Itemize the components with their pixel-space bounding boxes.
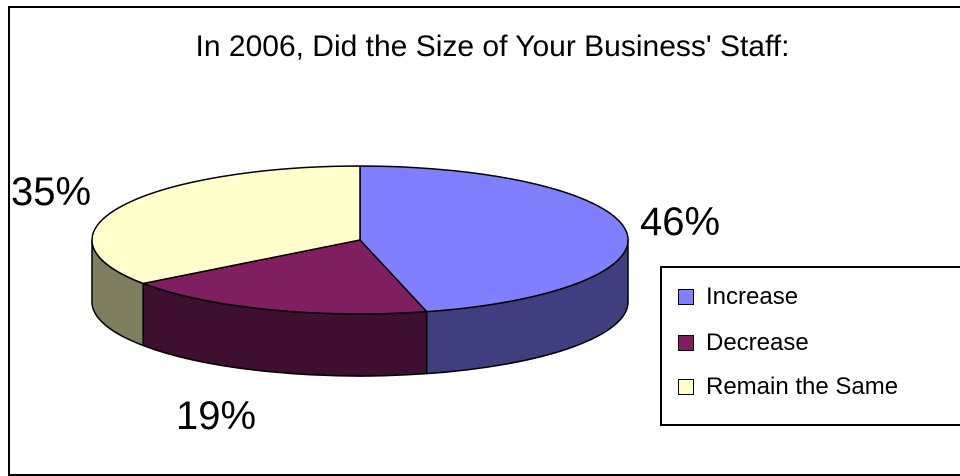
pie-slice-increase	[359, 165, 629, 313]
pie-slice-decrease	[142, 239, 428, 315]
chart-title: In 2006, Did the Size of Your Business' …	[195, 30, 790, 63]
pie-chart	[91, 165, 629, 377]
legend-swatch-increase	[678, 289, 694, 305]
legend-label-decrease: Decrease	[706, 329, 809, 356]
data-label-decrease: 19%	[176, 394, 257, 438]
legend-swatch-remain-the-same	[678, 379, 694, 395]
data-label-increase: 46%	[640, 200, 721, 244]
legend-item-remain-the-same: Remain the Same	[678, 372, 898, 402]
legend-label-remain-the-same: Remain the Same	[706, 373, 899, 400]
data-label-remain-the-same: 35%	[11, 170, 92, 214]
legend-item-decrease: Decrease	[678, 328, 809, 358]
pie-slice-remain-the-same	[91, 165, 361, 285]
legend: Increase Decrease Remain the Same	[660, 266, 960, 426]
legend-item-increase: Increase	[678, 282, 798, 312]
legend-swatch-decrease	[678, 335, 694, 351]
legend-label-increase: Increase	[706, 283, 799, 310]
